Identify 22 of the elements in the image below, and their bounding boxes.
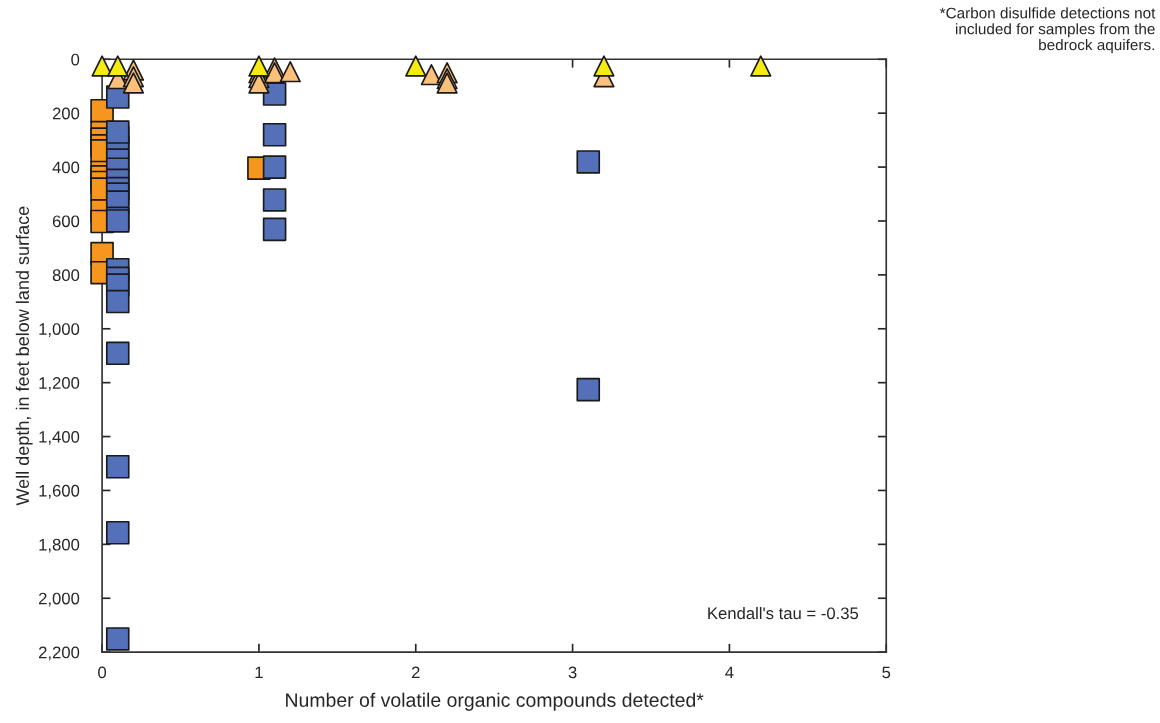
y-tick-label: 1,200 <box>39 377 80 391</box>
y-tick-label: 2,000 <box>38 592 80 607</box>
y-tick-label: 0 <box>71 53 80 66</box>
x-axis-title: Number of volatile organic compounds detected* <box>286 692 704 711</box>
x-tick-label: 2 <box>411 666 420 679</box>
x-tick-label: 4 <box>725 666 734 679</box>
y-tick-label: 400 <box>52 161 80 174</box>
y-tick-label: 600 <box>52 215 80 228</box>
x-tick-label: 3 <box>568 666 577 679</box>
y-tick-label: 200 <box>52 107 80 120</box>
x-tick-label: 1 <box>255 666 263 679</box>
y-tick-label: 1,600 <box>39 484 80 499</box>
y-tick-label: 2,200 <box>38 646 80 661</box>
y-tick-label: 1,800 <box>39 538 80 553</box>
text: *Carbon disulfide detections not included for samples from the bedrock aquifers. <box>939 7 1156 54</box>
x-tick-label: 0 <box>98 666 107 679</box>
x-tick-label: 5 <box>882 666 891 679</box>
y-tick-label: 800 <box>52 269 80 282</box>
annotation: Kendall's tau = -0.35 <box>708 606 859 620</box>
y-tick-label: 1,400 <box>39 430 80 445</box>
y-axis-title: Well depth, in feet below land surface <box>15 206 33 506</box>
y-tick-label: 1,000 <box>39 323 80 337</box>
